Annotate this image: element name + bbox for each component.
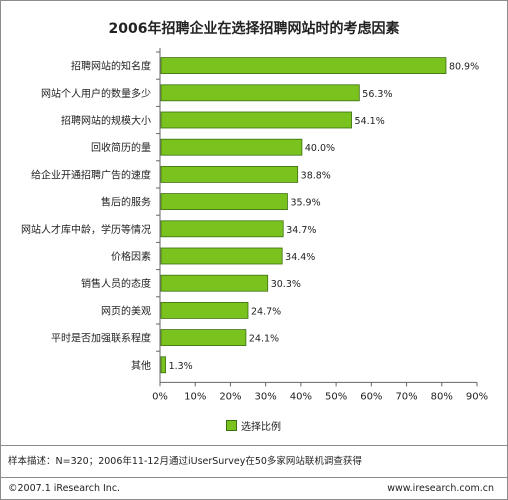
category-label: 价格因素 bbox=[111, 250, 151, 263]
website-link: www.iresearch.com.cn bbox=[387, 483, 494, 494]
bar bbox=[160, 111, 352, 129]
category-label: 网站个人用户的数量多少 bbox=[41, 87, 151, 100]
data-label: 54.1% bbox=[355, 116, 385, 127]
category-label: 网站人才库中龄，学历等情况 bbox=[21, 223, 151, 236]
category-label: 招聘网站的规模大小 bbox=[61, 114, 151, 127]
x-tick-label: 20% bbox=[219, 391, 241, 402]
legend-swatch bbox=[226, 420, 237, 431]
copyright: ©2007.1 iResearch Inc. bbox=[8, 483, 121, 494]
footer-divider-bottom bbox=[1, 477, 507, 478]
category-label: 招聘网站的知名度 bbox=[71, 60, 151, 73]
bar bbox=[160, 165, 299, 183]
category-label: 其他 bbox=[131, 359, 151, 372]
bar bbox=[160, 193, 288, 211]
bar bbox=[160, 301, 249, 319]
category-label: 给企业开通招聘广告的速度 bbox=[31, 168, 151, 181]
data-label: 56.3% bbox=[362, 89, 392, 100]
bar bbox=[160, 329, 247, 347]
data-label: 24.1% bbox=[249, 334, 279, 345]
x-tick-label: 80% bbox=[431, 391, 453, 402]
category-label: 平时是否加强联系程度 bbox=[51, 332, 151, 345]
category-label: 网页的美观 bbox=[101, 304, 151, 317]
bar bbox=[160, 84, 360, 102]
category-label: 销售人员的态度 bbox=[81, 277, 151, 290]
data-label: 35.9% bbox=[290, 198, 320, 209]
bar bbox=[160, 274, 269, 292]
x-tick-label: 40% bbox=[290, 391, 312, 402]
bar bbox=[160, 247, 283, 265]
legend: 选择比例 bbox=[226, 418, 281, 433]
x-tick-label: 50% bbox=[325, 391, 347, 402]
x-tick-label: 70% bbox=[395, 391, 417, 402]
x-tick-label: 60% bbox=[360, 391, 382, 402]
data-label: 30.3% bbox=[271, 279, 301, 290]
bar bbox=[160, 57, 447, 74]
data-label: 1.3% bbox=[169, 361, 193, 372]
x-tick-label: 0% bbox=[152, 391, 168, 402]
x-tick-label: 90% bbox=[466, 391, 488, 402]
data-label: 40.0% bbox=[305, 143, 335, 154]
data-label: 34.7% bbox=[286, 225, 316, 236]
legend-label: 选择比例 bbox=[241, 422, 281, 433]
x-tick-label: 10% bbox=[184, 391, 206, 402]
chart-title: 2006年招聘企业在选择招聘网站时的考虑因素 bbox=[108, 21, 400, 37]
bar bbox=[160, 356, 166, 374]
category-label: 售后的服务 bbox=[101, 196, 151, 209]
category-label: 回收简历的量 bbox=[91, 141, 151, 154]
bar bbox=[160, 138, 303, 156]
footer-divider bbox=[1, 445, 507, 446]
bar bbox=[160, 220, 284, 238]
data-label: 34.4% bbox=[285, 252, 315, 263]
data-label: 38.8% bbox=[301, 170, 331, 181]
sample-description: 样本描述：N=320；2006年11-12月通过iUserSurvey在50多家… bbox=[8, 456, 362, 467]
x-tick-label: 30% bbox=[255, 391, 277, 402]
data-label: 80.9% bbox=[449, 62, 479, 73]
data-label: 24.7% bbox=[251, 306, 281, 317]
